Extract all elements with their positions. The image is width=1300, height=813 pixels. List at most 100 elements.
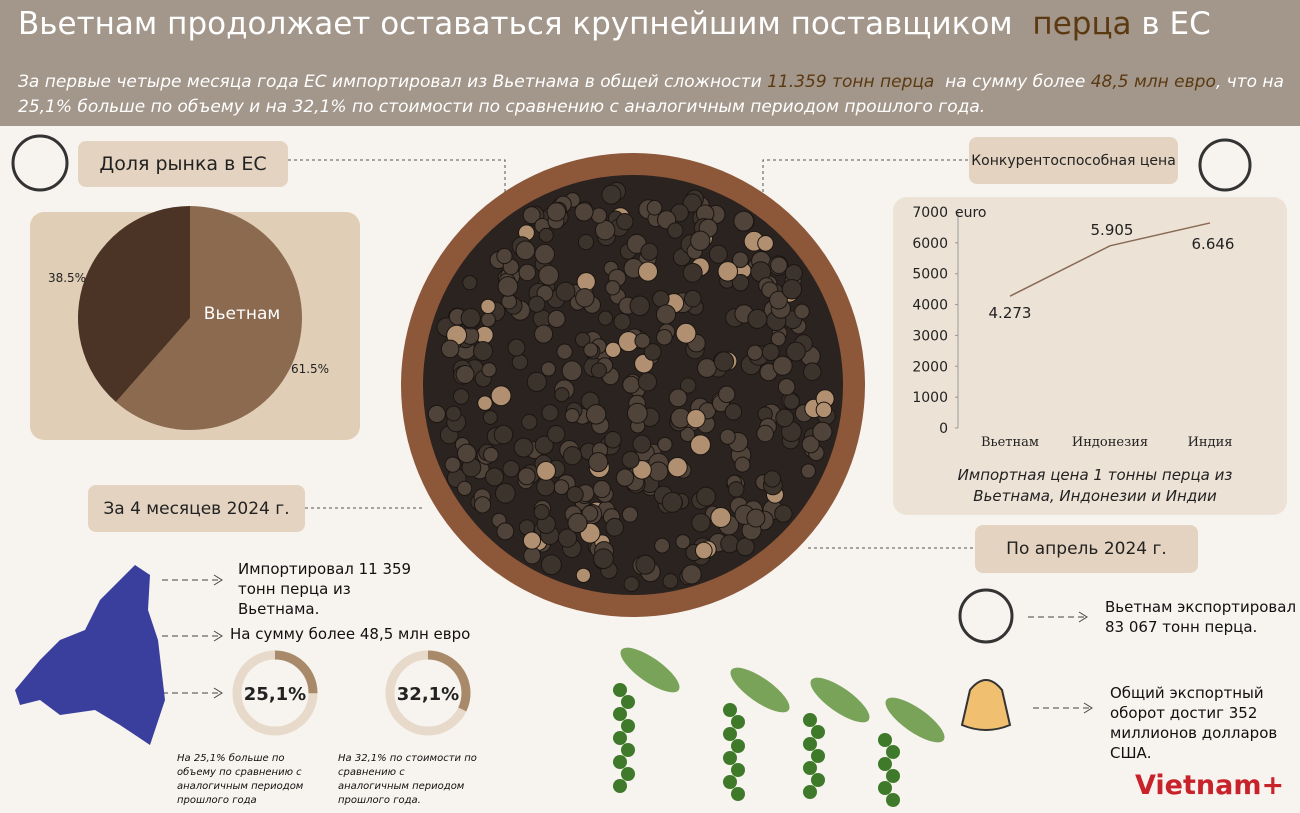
- section-label: Конкурентоспособная цена: [969, 137, 1178, 184]
- pie-slice: [78, 206, 190, 403]
- ring-note: На 25,1% больше по объему по сравнению с…: [177, 753, 304, 806]
- peppercorn: [536, 460, 556, 481]
- peppercorn: [654, 537, 671, 554]
- berry: [878, 781, 892, 795]
- peppercorn: [574, 202, 594, 222]
- ring-note: На 32,1% по стоимости по сравнению с ана…: [338, 753, 477, 806]
- peppercorn: [604, 430, 622, 449]
- connector: [288, 159, 506, 195]
- peppercorn: [682, 262, 703, 283]
- peppercorn: [590, 362, 607, 379]
- peppercorn: [567, 512, 588, 534]
- chart-panel: [893, 197, 1287, 515]
- berry: [613, 755, 627, 769]
- peppercorn: [657, 436, 673, 453]
- berry: [811, 773, 825, 787]
- peppercorn: [757, 235, 774, 252]
- y-unit: euro: [955, 205, 987, 221]
- peppercorn: [473, 341, 493, 362]
- berry: [886, 793, 900, 807]
- peppercorn: [655, 328, 673, 346]
- icon: [960, 679, 1012, 731]
- y-tick-label: 7000: [912, 205, 948, 221]
- peppercorn: [452, 388, 470, 405]
- peppercorn: [502, 460, 520, 478]
- y-tick-label: 1000: [912, 390, 948, 406]
- title: Вьетнам продолжает оставаться крупнейшим…: [18, 6, 1211, 42]
- peppercorn: [456, 443, 477, 464]
- pepper-plants: [613, 647, 945, 807]
- peppercorn: [643, 343, 662, 361]
- subtitle: За первые четыре месяца года ЕС импортир…: [18, 70, 1288, 120]
- title-part: в ЕС: [1141, 6, 1211, 42]
- peppercorn: [621, 506, 639, 523]
- peppercorn: [635, 554, 656, 575]
- berry: [731, 739, 745, 753]
- peppercorn: [477, 395, 493, 411]
- berry: [878, 733, 892, 747]
- section-label: Доля рынка в ЕС: [78, 141, 288, 187]
- peppercorn: [445, 405, 462, 422]
- ring-arc: [427, 650, 471, 712]
- peppercorn: [427, 404, 446, 424]
- peppercorn: [686, 408, 706, 429]
- peppercorn: [746, 508, 766, 528]
- peppercorn: [784, 264, 803, 283]
- y-tick-label: 0: [939, 421, 948, 437]
- peppercorn: [734, 456, 751, 473]
- berry: [803, 785, 817, 799]
- leaf: [730, 667, 790, 713]
- peppercorn: [727, 481, 745, 498]
- peppercorn: [534, 243, 555, 265]
- peppercorn: [455, 365, 475, 384]
- peppercorn: [646, 199, 663, 216]
- berry: [621, 767, 635, 781]
- peppercorn: [679, 377, 697, 394]
- peppercorn: [601, 184, 622, 205]
- peppercorn: [667, 456, 688, 478]
- fact: На сумму более 48,5 млн евро: [230, 625, 471, 643]
- fact: Вьетнам экспортировал 83 067 тонн перца.: [1105, 598, 1297, 636]
- peppercorn: [460, 308, 481, 329]
- berry: [811, 725, 825, 739]
- peppercorn: [511, 354, 529, 371]
- ring-label: 32,1%: [397, 684, 459, 705]
- peppercorn: [718, 385, 736, 403]
- peppercorn: [507, 338, 526, 357]
- peppercorn: [655, 304, 677, 325]
- y-tick-label: 3000: [912, 328, 948, 344]
- y-tick-label: 2000: [912, 359, 948, 375]
- peppercorn: [629, 295, 651, 317]
- peppercorn: [564, 408, 580, 424]
- eu-map: [15, 565, 165, 745]
- header-band: [0, 0, 1300, 126]
- peppercorn: [523, 546, 542, 565]
- peppercorn: [575, 288, 595, 308]
- subtitle-highlight: 11.359 тонн перца: [767, 72, 935, 92]
- peppercorn: [690, 230, 711, 251]
- peppercorn: [534, 324, 554, 344]
- peppercorn: [772, 355, 793, 376]
- peppercorn: [577, 233, 595, 251]
- peppercorn: [763, 470, 781, 488]
- peppercorn: [648, 461, 669, 482]
- peppercorn: [521, 413, 538, 431]
- peppercorn: [554, 387, 570, 403]
- peppercorn: [733, 210, 755, 232]
- berry: [613, 779, 627, 793]
- title-part: Вьетнам продолжает оставаться крупнейшим…: [18, 6, 1013, 42]
- peppercorn: [679, 426, 696, 443]
- chart-caption: Импортная цена 1 тонны перца из Вьетнама…: [957, 466, 1233, 505]
- peppercorn: [719, 428, 736, 445]
- section-label: За 4 месяцев 2024 г.: [88, 485, 305, 532]
- peppercorn: [794, 303, 810, 320]
- peppercorn: [675, 322, 697, 344]
- peppercorn: [622, 375, 641, 394]
- peppercorn: [497, 276, 519, 297]
- fact: Импортировал 11 359 тонн перца из Вьетна…: [238, 560, 412, 618]
- peppercorn: [801, 435, 820, 454]
- peppercorn: [583, 342, 599, 358]
- peppercorn: [769, 290, 788, 310]
- peppercorn: [761, 343, 780, 362]
